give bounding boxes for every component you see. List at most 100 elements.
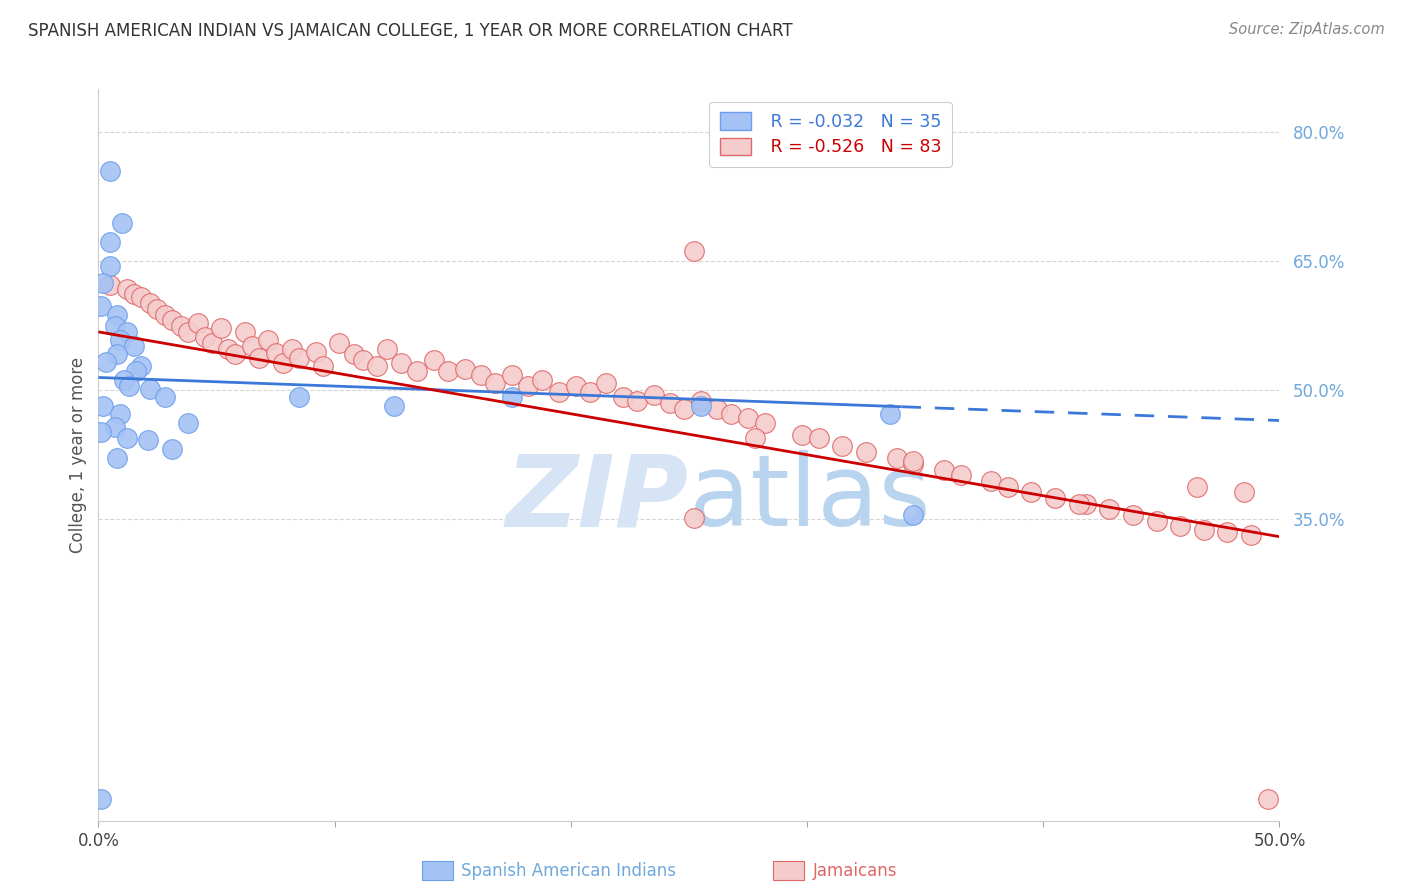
Point xyxy=(389,356,412,370)
Point xyxy=(612,390,634,404)
Point xyxy=(98,278,121,293)
Point xyxy=(659,396,682,410)
Point xyxy=(682,510,704,524)
Point xyxy=(1192,523,1215,537)
Point xyxy=(187,316,209,330)
Point xyxy=(271,356,294,370)
Point xyxy=(1233,484,1256,499)
Point xyxy=(501,390,523,404)
Point xyxy=(1257,792,1279,806)
Point xyxy=(470,368,492,382)
Point xyxy=(98,235,121,250)
Point xyxy=(564,379,586,393)
Point xyxy=(105,450,128,465)
Point xyxy=(108,408,131,422)
Text: ZIP: ZIP xyxy=(506,450,689,548)
Point xyxy=(170,318,193,333)
Point xyxy=(224,347,246,361)
Point xyxy=(886,450,908,465)
Point xyxy=(342,347,364,361)
Point xyxy=(115,325,138,339)
Point xyxy=(129,290,152,304)
Point xyxy=(209,321,232,335)
Point xyxy=(501,368,523,382)
Point xyxy=(115,282,138,296)
Point xyxy=(1146,514,1168,528)
Point xyxy=(98,164,121,178)
Point xyxy=(1185,480,1208,494)
Point xyxy=(903,454,925,468)
Point xyxy=(453,362,475,376)
Point xyxy=(1122,508,1144,523)
Point xyxy=(91,276,114,290)
Point xyxy=(1168,519,1191,533)
Point xyxy=(217,342,239,356)
Point xyxy=(706,402,728,417)
Point xyxy=(328,336,350,351)
Point xyxy=(194,330,217,344)
Point xyxy=(264,345,287,359)
Point xyxy=(578,385,600,400)
Point xyxy=(903,508,925,523)
Point xyxy=(720,408,742,422)
Point xyxy=(111,216,134,230)
Point xyxy=(754,416,776,430)
Point xyxy=(423,353,446,368)
Point xyxy=(626,393,648,408)
Point xyxy=(1067,497,1090,511)
Point xyxy=(643,387,665,401)
Point xyxy=(112,373,135,387)
Point xyxy=(153,308,176,322)
Point xyxy=(129,359,152,374)
Text: Source: ZipAtlas.com: Source: ZipAtlas.com xyxy=(1229,22,1385,37)
Point xyxy=(115,431,138,445)
Point xyxy=(153,390,176,404)
Point xyxy=(855,445,877,459)
Point xyxy=(1021,484,1043,499)
Point xyxy=(312,359,335,374)
Point xyxy=(108,334,131,348)
Point xyxy=(233,325,256,339)
Point xyxy=(160,442,183,456)
Point xyxy=(375,342,398,356)
Point xyxy=(352,353,374,368)
Point xyxy=(90,792,112,806)
Point xyxy=(903,457,925,471)
Point xyxy=(104,419,127,434)
Point xyxy=(136,434,159,448)
Point xyxy=(240,338,263,352)
Point xyxy=(932,462,955,476)
Point xyxy=(122,338,145,352)
Point xyxy=(125,364,148,378)
Text: SPANISH AMERICAN INDIAN VS JAMAICAN COLLEGE, 1 YEAR OR MORE CORRELATION CHART: SPANISH AMERICAN INDIAN VS JAMAICAN COLL… xyxy=(28,22,793,40)
Point xyxy=(517,379,540,393)
Point xyxy=(257,334,280,348)
Point xyxy=(737,411,759,425)
Point xyxy=(1074,497,1097,511)
Point xyxy=(437,364,460,378)
Point xyxy=(406,364,429,378)
Point xyxy=(160,313,183,327)
Point xyxy=(673,402,696,417)
Point xyxy=(1216,525,1239,540)
Point xyxy=(689,393,711,408)
Point xyxy=(90,425,112,439)
Point xyxy=(98,259,121,273)
Point xyxy=(531,373,554,387)
Y-axis label: College, 1 year or more: College, 1 year or more xyxy=(69,357,87,553)
Point xyxy=(689,399,711,413)
Point xyxy=(595,376,617,391)
Point xyxy=(831,439,853,453)
Point xyxy=(146,301,169,316)
Point xyxy=(1098,502,1121,516)
Point xyxy=(792,428,814,442)
Point xyxy=(949,467,972,482)
Point xyxy=(682,244,704,258)
Point xyxy=(177,416,200,430)
Point xyxy=(288,390,311,404)
Point xyxy=(139,295,162,310)
Point xyxy=(104,318,127,333)
Point xyxy=(484,376,506,391)
Point xyxy=(247,351,270,365)
Legend:  R = -0.032   N = 35,  R = -0.526   N = 83: R = -0.032 N = 35, R = -0.526 N = 83 xyxy=(710,102,952,167)
